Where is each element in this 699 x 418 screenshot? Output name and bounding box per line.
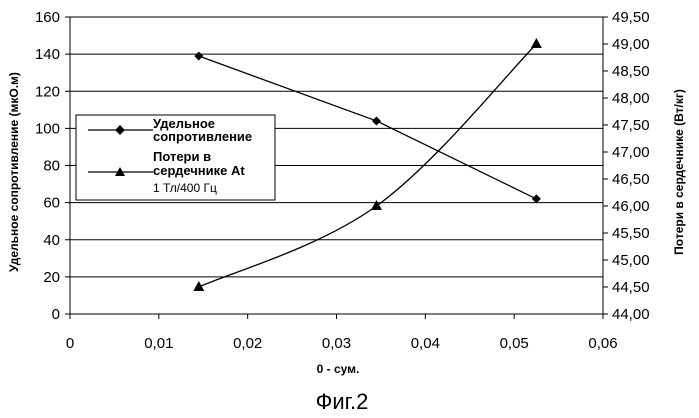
y-right-tick-label: 47,50 bbox=[612, 117, 650, 134]
y-right-tick-label: 44,50 bbox=[612, 279, 650, 296]
y-right-tick-label: 48,00 bbox=[612, 90, 650, 107]
y-right-tick-label: 49,00 bbox=[612, 36, 650, 53]
y-right-tick-label: 47,00 bbox=[612, 144, 650, 161]
y-right-tick-label: 49,50 bbox=[612, 9, 650, 26]
legend-label-core-loss-3: 1 Тл/400 Гц bbox=[153, 181, 217, 195]
y-right-tick-label: 45,50 bbox=[612, 225, 650, 242]
y-right-axis-label: Потери в сердечнике (Вт/кг) bbox=[672, 89, 686, 255]
point-resistivity bbox=[194, 51, 203, 60]
y-left-tick-label: 100 bbox=[35, 120, 60, 137]
y-left-tick-label: 160 bbox=[35, 9, 60, 26]
x-tick-label: 0,05 bbox=[500, 335, 529, 352]
y-right-tick-label: 44,00 bbox=[612, 306, 650, 323]
y-left-tick-label: 0 bbox=[52, 306, 60, 323]
point-core-loss bbox=[371, 200, 382, 210]
figure-caption: Фиг.2 bbox=[316, 389, 369, 414]
legend: Удельное сопротивление Потери в сердечни… bbox=[76, 115, 275, 200]
legend-label-core-loss-2: сердечнике At bbox=[153, 163, 245, 178]
y-left-tick-label: 140 bbox=[35, 46, 60, 63]
y-right-tick-labels: 44,00 44,50 45,00 45,50 46,00 46,50 47,00 47,50… bbox=[612, 9, 650, 323]
point-resistivity bbox=[532, 194, 541, 203]
y-right-tick-label: 45,00 bbox=[612, 252, 650, 269]
y-right-tick-label: 46,50 bbox=[612, 171, 650, 188]
y-left-tick-label: 20 bbox=[43, 269, 60, 286]
y-left-axis-label: Удельное сопротивление (мкО.м) bbox=[7, 72, 21, 272]
x-tick-label: 0,01 bbox=[144, 335, 173, 352]
x-tick-label: 0 bbox=[66, 335, 74, 352]
y-left-tick-label: 60 bbox=[43, 195, 60, 212]
x-tick-label: 0,03 bbox=[322, 335, 351, 352]
y-left-tick-label: 80 bbox=[43, 158, 60, 175]
x-axis-label: 0 - сум. bbox=[317, 362, 360, 376]
point-core-loss bbox=[531, 38, 542, 48]
y-left-tick-label: 40 bbox=[43, 232, 60, 249]
y-left-tick-labels: 0 20 40 60 80 100 120 140 160 bbox=[35, 9, 60, 323]
y-left-tick-label: 120 bbox=[35, 83, 60, 100]
point-resistivity bbox=[372, 116, 381, 125]
legend-label-resistivity-2: сопротивление bbox=[153, 129, 252, 144]
x-tick-label: 0,06 bbox=[588, 335, 617, 352]
legend-label-core-loss-1: Потери в bbox=[153, 149, 211, 164]
x-tick-label: 0,04 bbox=[411, 335, 440, 352]
x-tick-labels: 0 0,01 0,02 0,03 0,04 0,05 0,06 bbox=[66, 335, 618, 352]
y-right-tick-label: 48,50 bbox=[612, 63, 650, 80]
y-right-tick-label: 46,00 bbox=[612, 198, 650, 215]
x-tick-label: 0,02 bbox=[233, 335, 262, 352]
